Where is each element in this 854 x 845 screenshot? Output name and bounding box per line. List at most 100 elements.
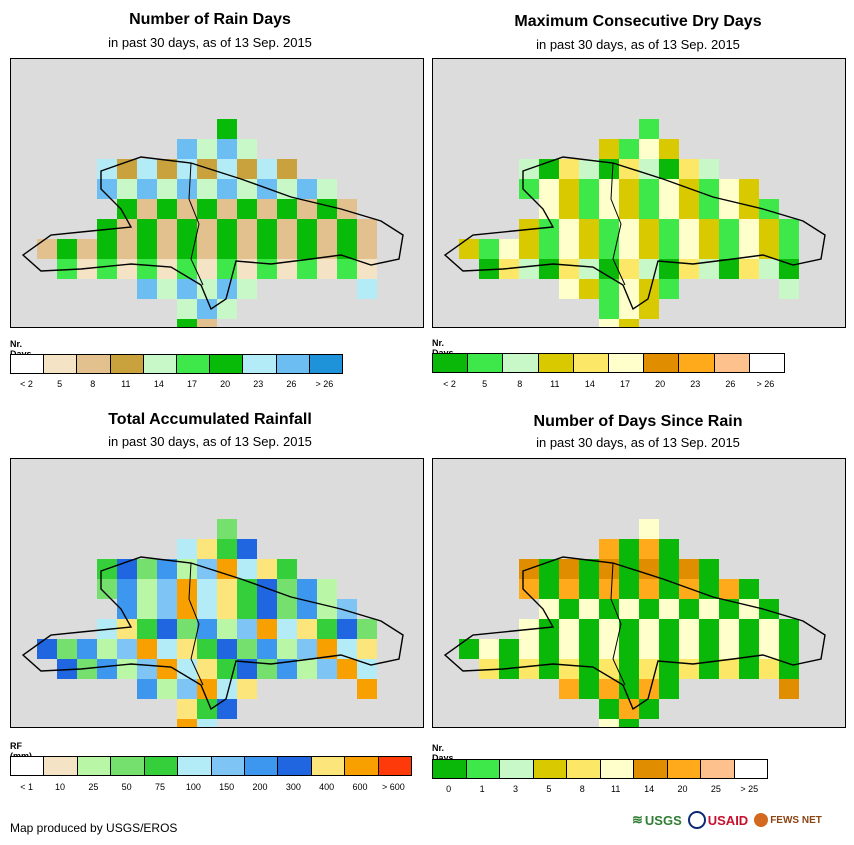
grid-cell: [559, 679, 579, 699]
grid-cell: [97, 659, 117, 679]
grid-cell: [639, 119, 659, 139]
grid-cell: [519, 259, 539, 279]
grid-cell: [699, 219, 719, 239]
grid-cell: [639, 199, 659, 219]
grid-cell: [739, 599, 759, 619]
grid-cell: [599, 219, 619, 239]
legend-swatch: [44, 355, 78, 373]
grid-cell: [599, 699, 619, 719]
grid-cell: [719, 639, 739, 659]
legend-swatch: [77, 757, 112, 775]
grid-cell: [157, 679, 177, 699]
grid-cell: [679, 219, 699, 239]
legend-swatch: [503, 354, 539, 372]
grid-cell: [257, 559, 277, 579]
grid-cell: [337, 219, 357, 239]
grid-cell: [37, 239, 57, 259]
grid-cell: [257, 219, 277, 239]
legend-label: < 1: [20, 782, 34, 792]
legend-label: < 2: [20, 379, 33, 389]
legend-label: 17: [187, 379, 198, 389]
grid-cell: [137, 679, 157, 699]
legend-label: 0: [446, 784, 452, 794]
grid-cell: [699, 559, 719, 579]
grid-cell: [317, 639, 337, 659]
grid-cell: [579, 579, 599, 599]
grid-cell: [157, 559, 177, 579]
grid-cell: [539, 219, 559, 239]
legend-label: 20: [220, 379, 231, 389]
legend-swatch: [701, 760, 735, 778]
grid-cell: [679, 159, 699, 179]
grid-cell: [619, 659, 639, 679]
grid-cell: [719, 259, 739, 279]
legend-label: 14: [584, 379, 595, 389]
grid-cell: [599, 539, 619, 559]
grid-cell: [117, 179, 137, 199]
legend-label: 8: [90, 379, 96, 389]
legend-swatch: [433, 760, 467, 778]
grid-cell: [659, 159, 679, 179]
grid-cell: [317, 219, 337, 239]
grid-cell: [197, 219, 217, 239]
grid-cell: [699, 599, 719, 619]
grid-cell: [317, 599, 337, 619]
grid-cell: [117, 259, 137, 279]
grid-cell: [619, 699, 639, 719]
grid-cell: [739, 259, 759, 279]
legend-label: 26: [286, 379, 297, 389]
grid-cell: [579, 279, 599, 299]
legend-swatch: [143, 355, 178, 373]
grid-cell: [659, 239, 679, 259]
grid-cell: [739, 219, 759, 239]
legend-label: < 2: [443, 379, 456, 389]
grid-cell: [639, 539, 659, 559]
legend-label: > 25: [740, 784, 759, 794]
grid-cell: [659, 179, 679, 199]
grid-cell: [217, 639, 237, 659]
grid-cell: [97, 579, 117, 599]
grid-cell: [137, 159, 157, 179]
grid-cell: [619, 299, 639, 319]
legend-swatch: [244, 757, 279, 775]
grid-cell: [337, 659, 357, 679]
legend-label: > 26: [756, 379, 775, 389]
grid-cell: [559, 179, 579, 199]
grid-cell: [559, 579, 579, 599]
grid-cell: [317, 619, 337, 639]
grid-cell: [679, 199, 699, 219]
legend-swatch: [679, 354, 715, 372]
grid-cell: [337, 239, 357, 259]
legend-label: 8: [579, 784, 585, 794]
grid-cell: [559, 559, 579, 579]
legend-label: 150: [219, 782, 235, 792]
grid-cell: [137, 619, 157, 639]
grid-cell: [237, 599, 257, 619]
grid-cell: [237, 179, 257, 199]
grid-cell: [519, 179, 539, 199]
grid-cell: [177, 199, 197, 219]
grid-cell: [639, 239, 659, 259]
legend-label: 1: [479, 784, 485, 794]
grid-cell: [117, 599, 137, 619]
grid-cell: [137, 219, 157, 239]
grid-cell: [277, 639, 297, 659]
legend-swatch: [144, 757, 179, 775]
legend-labels: 0 1 3 5 8 11 14 20 25 > 25: [432, 784, 766, 796]
grid-cell: [459, 639, 479, 659]
grid-cell: [297, 179, 317, 199]
grid-cell: [317, 239, 337, 259]
grid-cell: [257, 199, 277, 219]
grid-cell: [779, 679, 799, 699]
grid-cell: [579, 639, 599, 659]
grid-cell: [759, 639, 779, 659]
grid-cell: [197, 179, 217, 199]
grid-cell: [539, 619, 559, 639]
legend-label: 20: [677, 784, 688, 794]
grid-cell: [639, 219, 659, 239]
grid-cell: [779, 639, 799, 659]
grid-cell: [357, 659, 377, 679]
grid-cell: [679, 619, 699, 639]
grid-cell: [639, 699, 659, 719]
grid-cell: [619, 719, 639, 727]
